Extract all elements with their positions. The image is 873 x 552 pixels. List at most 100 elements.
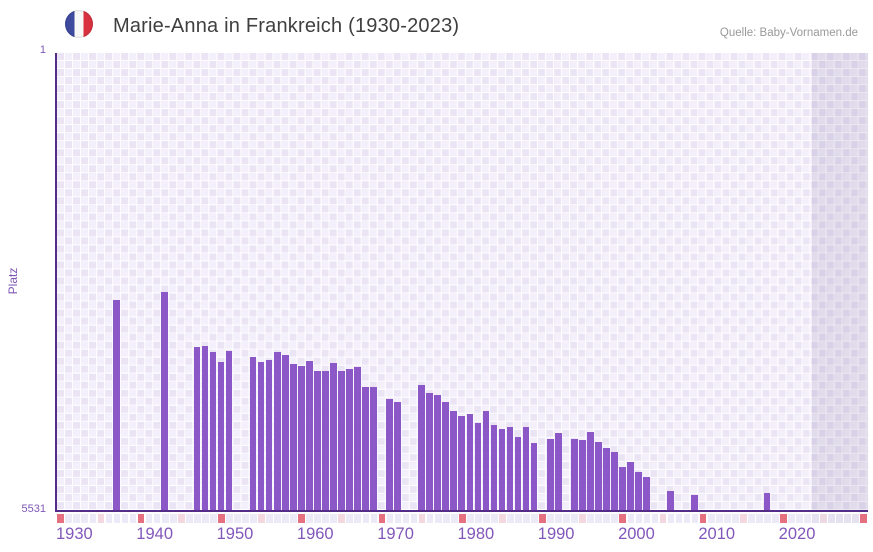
bar-1948[interactable] bbox=[201, 346, 209, 510]
bar-1968[interactable] bbox=[362, 386, 369, 510]
ruler-cell-1940 bbox=[137, 514, 145, 523]
ruler-cell-1990 bbox=[539, 514, 546, 523]
bar-1937[interactable] bbox=[113, 300, 120, 510]
bar-1985[interactable] bbox=[498, 428, 506, 510]
ruler-cell-1934 bbox=[89, 514, 97, 523]
bar-1998[interactable] bbox=[603, 447, 610, 510]
bar-1958[interactable] bbox=[281, 355, 289, 510]
bar-1965[interactable] bbox=[338, 370, 345, 510]
bar-1954[interactable] bbox=[249, 357, 257, 510]
bar-1975[interactable] bbox=[418, 385, 426, 510]
bar-1992[interactable] bbox=[554, 433, 562, 510]
bar-2006[interactable] bbox=[667, 490, 674, 510]
x-tick-label-2020: 2020 bbox=[778, 525, 816, 543]
bar-1999[interactable] bbox=[611, 452, 618, 510]
ruler-cell-1938 bbox=[121, 514, 129, 523]
bar-1987[interactable] bbox=[514, 436, 522, 510]
ruler-cell-1987 bbox=[515, 514, 522, 523]
bar-1951[interactable] bbox=[225, 350, 233, 510]
bar-1982[interactable] bbox=[474, 423, 482, 510]
bar-1984[interactable] bbox=[490, 424, 498, 510]
ruler-cell-1954 bbox=[250, 514, 257, 523]
bar-2003[interactable] bbox=[643, 477, 650, 510]
ruler-cell-1946 bbox=[185, 514, 193, 523]
ruler-cell-1970 bbox=[378, 514, 386, 523]
ruler-cell-2005 bbox=[659, 514, 667, 523]
ruler-cell-2011 bbox=[707, 514, 715, 523]
bar-1969[interactable] bbox=[370, 387, 377, 510]
ruler-cell-1963 bbox=[322, 514, 330, 523]
ruler-cell-1931 bbox=[65, 514, 73, 523]
bar-1964[interactable] bbox=[330, 363, 337, 510]
bar-1991[interactable] bbox=[546, 438, 554, 510]
ruler-cell-2029 bbox=[852, 514, 860, 523]
bar-1966[interactable] bbox=[346, 369, 353, 510]
page-title: Marie-Anna in Frankreich (1930-2023) bbox=[113, 15, 460, 37]
bar-1943[interactable] bbox=[161, 292, 169, 510]
ruler-cell-1945 bbox=[177, 514, 185, 523]
bar-1963[interactable] bbox=[321, 370, 329, 510]
ruler-cell-2006 bbox=[667, 514, 675, 523]
bar-1947[interactable] bbox=[193, 347, 201, 510]
ruler-cell-1986 bbox=[507, 514, 514, 523]
bar-1989[interactable] bbox=[530, 442, 538, 510]
ruler-cell-1969 bbox=[370, 514, 378, 523]
bar-1979[interactable] bbox=[450, 410, 458, 510]
plot-area bbox=[55, 53, 868, 512]
bar-2001[interactable] bbox=[627, 462, 634, 510]
x-tick-label-1990: 1990 bbox=[537, 525, 575, 543]
ruler-cell-1962 bbox=[314, 514, 322, 523]
bar-1996[interactable] bbox=[586, 431, 594, 510]
ruler-cell-2022 bbox=[796, 514, 803, 523]
x-axis-ruler bbox=[57, 514, 868, 523]
ruler-cell-2004 bbox=[651, 514, 659, 523]
bar-2018[interactable] bbox=[763, 493, 771, 510]
ruler-cell-2014 bbox=[731, 514, 739, 523]
bar-1960[interactable] bbox=[297, 365, 305, 510]
bar-1976[interactable] bbox=[426, 392, 434, 510]
bar-2009[interactable] bbox=[691, 494, 699, 510]
ruler-cell-1967 bbox=[354, 514, 362, 523]
ruler-cell-1997 bbox=[595, 514, 603, 523]
ruler-cell-2000 bbox=[619, 514, 627, 523]
bar-1988[interactable] bbox=[522, 426, 530, 510]
ruler-cell-1972 bbox=[394, 514, 402, 523]
bar-1961[interactable] bbox=[305, 361, 313, 510]
ruler-cell-1952 bbox=[234, 514, 241, 523]
ruler-cell-1978 bbox=[442, 514, 450, 523]
ruler-cell-1943 bbox=[161, 514, 169, 523]
ruler-cell-2003 bbox=[643, 514, 651, 523]
bar-1995[interactable] bbox=[578, 440, 586, 510]
ruler-cell-1975 bbox=[418, 514, 426, 523]
bar-1971[interactable] bbox=[386, 398, 393, 510]
ruler-cell-1959 bbox=[290, 514, 297, 523]
bar-2002[interactable] bbox=[635, 471, 642, 510]
bar-1957[interactable] bbox=[273, 351, 281, 510]
ruler-cell-1964 bbox=[330, 514, 338, 523]
ruler-cell-1968 bbox=[362, 514, 370, 523]
ruler-cell-1965 bbox=[338, 514, 346, 523]
x-tick-label-1960: 1960 bbox=[296, 525, 334, 543]
x-tick-label-2010: 2010 bbox=[698, 525, 736, 543]
ruler-cell-1950 bbox=[217, 514, 225, 523]
bar-1949[interactable] bbox=[209, 352, 217, 510]
bar-1986[interactable] bbox=[506, 427, 514, 510]
bar-1972[interactable] bbox=[394, 402, 401, 510]
bar-1959[interactable] bbox=[289, 364, 297, 510]
bar-1977[interactable] bbox=[434, 395, 442, 510]
bar-1981[interactable] bbox=[466, 414, 474, 510]
bar-1997[interactable] bbox=[594, 441, 602, 510]
bar-1980[interactable] bbox=[458, 416, 466, 510]
ruler-cell-1942 bbox=[153, 514, 161, 523]
bar-1967[interactable] bbox=[354, 366, 361, 510]
bar-1962[interactable] bbox=[313, 371, 321, 510]
bar-1994[interactable] bbox=[570, 438, 578, 510]
ruler-cell-2012 bbox=[715, 514, 723, 523]
bar-1956[interactable] bbox=[265, 360, 273, 510]
bar-1983[interactable] bbox=[482, 410, 490, 510]
bar-1950[interactable] bbox=[217, 361, 225, 510]
bar-1978[interactable] bbox=[442, 402, 450, 510]
bar-2000[interactable] bbox=[619, 467, 626, 510]
bar-1955[interactable] bbox=[257, 362, 265, 510]
ruler-cell-1999 bbox=[611, 514, 619, 523]
